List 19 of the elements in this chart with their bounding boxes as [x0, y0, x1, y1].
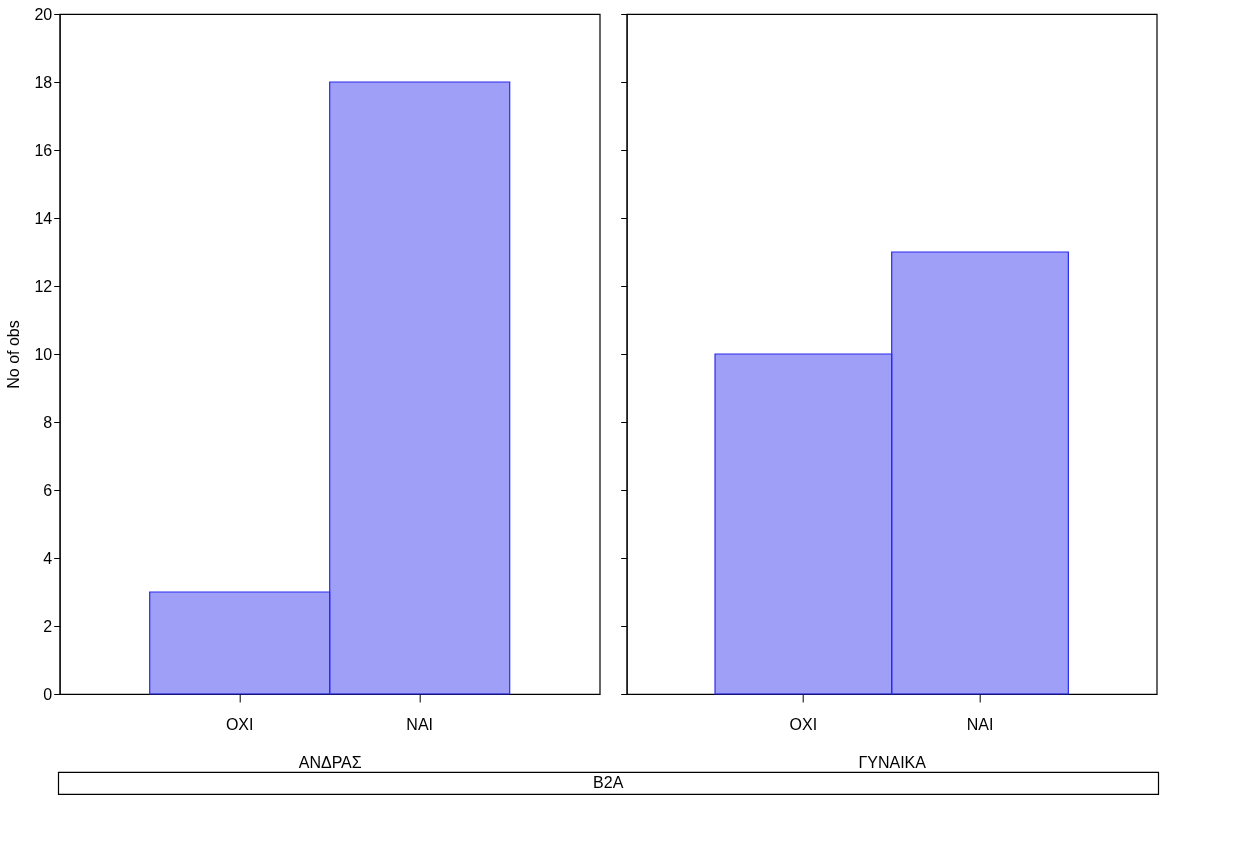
- y-axis-title: No of obs: [5, 320, 23, 389]
- x-axis-title: ΑΝΔΡΑΣ: [298, 753, 362, 771]
- y-tick-label: 12: [34, 277, 53, 295]
- x-tick-label: ΝΑΙ: [406, 715, 434, 733]
- x-axis-title: ΓΥΝΑΙΚΑ: [858, 753, 927, 771]
- y-tick-label: 18: [34, 73, 53, 91]
- x-tick-label: ΝΑΙ: [966, 715, 994, 733]
- y-tick-label: 4: [43, 549, 53, 567]
- y-tick-label: 8: [43, 413, 53, 431]
- y-tick-label: 14: [34, 209, 53, 227]
- y-tick-label: 6: [43, 481, 53, 499]
- y-tick-label: 2: [43, 617, 53, 635]
- x-tick-label: ΟΧΙ: [225, 715, 254, 733]
- text: B2A: [593, 774, 624, 791]
- y-tick-label: 16: [34, 141, 53, 159]
- y-tick-label: 10: [34, 345, 53, 363]
- y-tick-label: 20: [34, 5, 53, 23]
- x-tick-label: ΟΧΙ: [789, 715, 818, 733]
- y-tick-label: 0: [43, 685, 53, 703]
